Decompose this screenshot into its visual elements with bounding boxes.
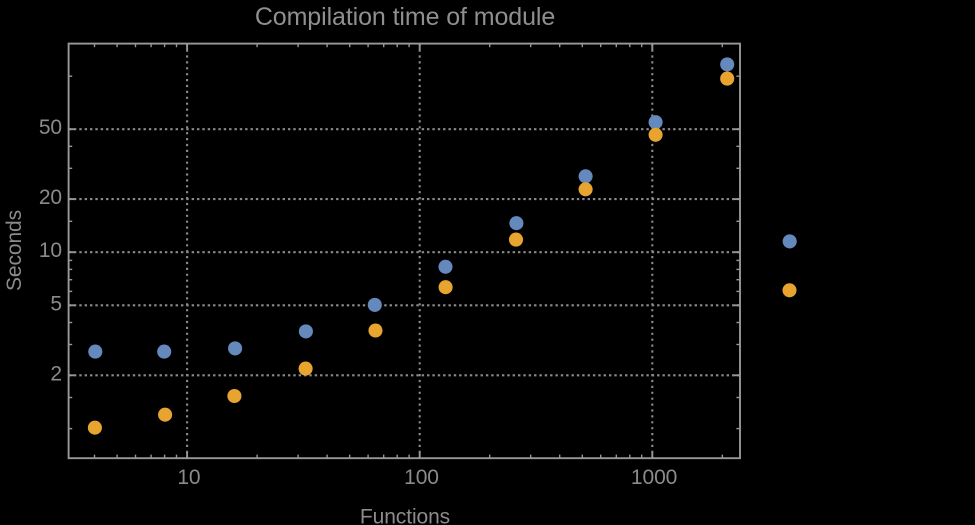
svg-text:Compilation time of module: Compilation time of module	[255, 3, 555, 31]
svg-text:10: 10	[177, 466, 200, 489]
svg-text:10: 10	[39, 239, 62, 262]
svg-text:2: 2	[50, 362, 62, 385]
svg-text:1000: 1000	[631, 466, 677, 489]
svg-text:50: 50	[39, 116, 62, 139]
svg-text:5: 5	[50, 292, 62, 315]
svg-text:Seconds: Seconds	[3, 210, 26, 291]
svg-text:20: 20	[39, 186, 62, 209]
svg-text:100: 100	[404, 466, 439, 489]
svg-text:Functions: Functions	[360, 506, 450, 525]
